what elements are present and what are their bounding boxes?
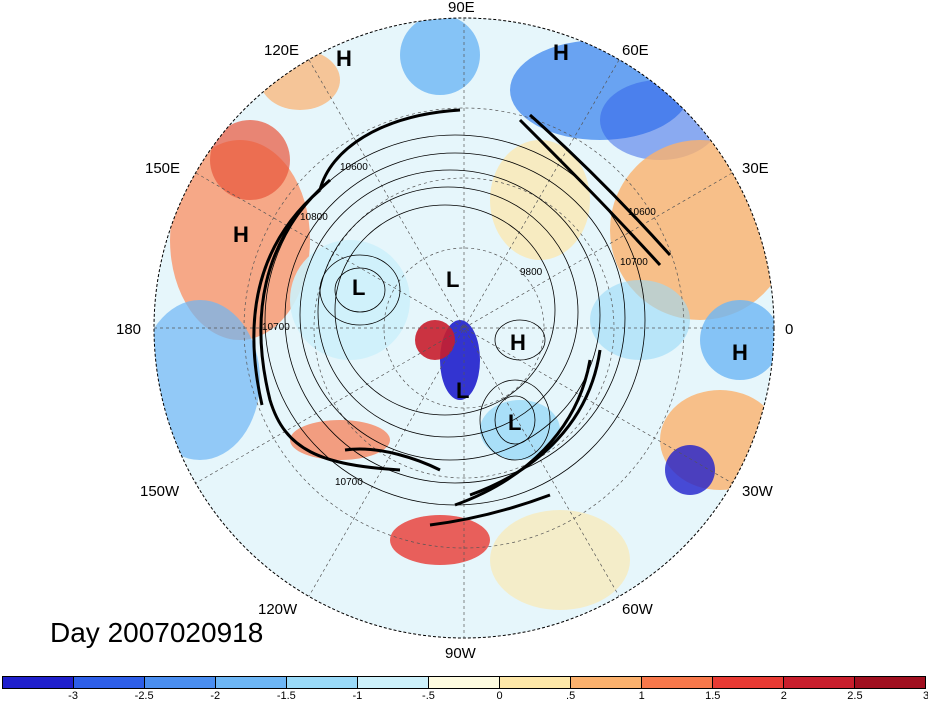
colorbar-swatch [287, 677, 358, 688]
colorbar-swatch [358, 677, 429, 688]
lon-label-90e: 90E [448, 0, 475, 16]
lon-label-180: 180 [116, 321, 141, 338]
colorbar-swatch [429, 677, 500, 688]
high-pressure-marker: H [336, 46, 352, 71]
colorbar-tick-label: 1 [638, 690, 645, 702]
longitude-labels: 90E 60E 30E 0 30W 60W 90W 120W 150W 180 … [116, 0, 793, 662]
contour-label: 9800 [520, 267, 543, 278]
colorbar-tick-label: 1.5 [705, 690, 721, 702]
high-pressure-marker: H [233, 222, 249, 247]
pressure-centers: H H H H H L L L L [233, 40, 748, 435]
colorbar-tick-label: -2 [210, 690, 221, 702]
colorbar-swatch [3, 677, 74, 688]
colorbar-tick-label: -.5 [422, 690, 435, 702]
day-label: Day 2007020918 [50, 617, 264, 648]
contour-label: 10600 [628, 207, 656, 218]
lon-label-30w: 30W [742, 483, 774, 500]
colorbar-swatch [216, 677, 287, 688]
lon-label-60e: 60E [622, 42, 649, 59]
colorbar-tick-label: 0 [496, 690, 503, 702]
lon-label-120e: 120E [264, 42, 299, 59]
colorbar-swatch [571, 677, 642, 688]
colorbar-tick-label: 3 [922, 690, 928, 702]
high-pressure-marker: H [553, 40, 569, 65]
height-contours [264, 134, 646, 506]
colorbar-swatch [145, 677, 216, 688]
lon-label-30e: 30E [742, 160, 769, 177]
lon-label-0: 0 [785, 321, 793, 338]
contour-label: 10700 [620, 257, 648, 268]
lon-label-120w: 120W [258, 601, 298, 618]
lon-label-60w: 60W [622, 601, 654, 618]
colorbar-tick-label: .5 [566, 690, 576, 702]
colorbar-tick-label: 2.5 [847, 690, 863, 702]
high-pressure-marker: H [732, 340, 748, 365]
colorbar-swatch [784, 677, 855, 688]
colorbar [2, 676, 926, 689]
colorbar-tick-label: -1.5 [276, 690, 296, 702]
low-pressure-marker: L [446, 267, 459, 292]
low-pressure-marker: L [352, 275, 365, 300]
lon-label-150e: 150E [145, 160, 180, 177]
contour-label: 10600 [340, 162, 368, 173]
colorbar-swatch [500, 677, 571, 688]
lon-label-90w: 90W [445, 645, 477, 662]
colorbar-swatch [642, 677, 713, 688]
contour-label: 10700 [262, 322, 290, 333]
colorbar-tick-label: -3 [68, 690, 78, 702]
colorbar-swatch [74, 677, 145, 688]
high-pressure-marker: H [510, 330, 526, 355]
contour-label: 10800 [300, 212, 328, 223]
colorbar-swatch [855, 677, 925, 688]
jet-contours [252, 108, 672, 527]
lon-label-150w: 150W [140, 483, 180, 500]
low-pressure-marker: L [508, 410, 521, 435]
colorbar-swatch [713, 677, 784, 688]
contour-label: 10700 [335, 477, 363, 488]
colorbar-tick-label: -1 [352, 690, 363, 702]
colorbar-tick-label: 2 [780, 690, 787, 702]
contour-labels: 10600 10700 10800 10600 10700 9800 10700 [262, 162, 656, 488]
low-pressure-marker: L [456, 378, 469, 403]
colorbar-tick-label: -2.5 [134, 690, 154, 702]
